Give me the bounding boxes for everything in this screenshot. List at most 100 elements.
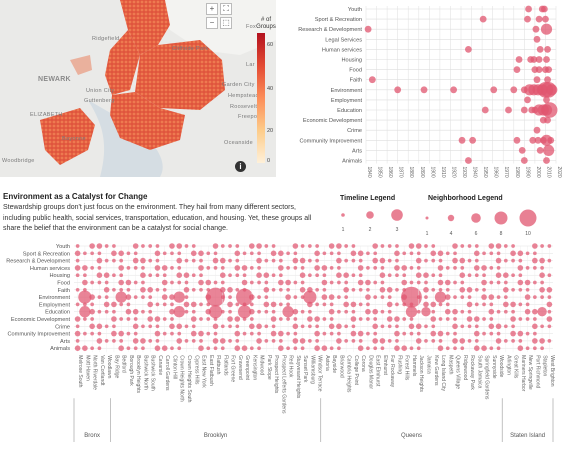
neighborhood-point [437, 345, 444, 351]
neighborhood-point [249, 302, 254, 307]
neighborhood-point [366, 317, 370, 321]
neighborhood-point [184, 295, 189, 299]
neighborhood-point [518, 302, 523, 307]
neighborhood-point [118, 265, 124, 271]
neighborhood-point [285, 294, 291, 300]
timeline-category-label: Faith [350, 78, 362, 84]
neighborhood-point [220, 244, 225, 248]
timeline-category-label: Youth [348, 7, 362, 13]
neighborhood-point [503, 295, 508, 299]
neighborhood-point [286, 287, 290, 292]
neighborhood-point [525, 266, 530, 270]
neighborhood-point [125, 294, 132, 300]
neighborhood-point [74, 250, 81, 257]
neighborhood-point [133, 317, 138, 321]
neighborhood-point [271, 339, 276, 343]
neighborhood-point [459, 257, 466, 264]
neighborhood-point [321, 265, 328, 271]
neighborhood-point [503, 301, 509, 308]
neighborhood-point [228, 339, 232, 343]
neighborhood-point [495, 243, 502, 249]
neighborhood-point [547, 324, 552, 329]
neighborhood-point [386, 316, 393, 322]
neighborhood-point [533, 331, 537, 336]
neighborhood-point [532, 243, 538, 249]
neighborhood-point [249, 243, 255, 249]
neighborhood-point [220, 280, 225, 285]
neighborhood-point [337, 346, 341, 351]
neighborhood-point [155, 302, 160, 307]
neighborhood-point [293, 280, 298, 285]
neighborhood-point [190, 330, 197, 337]
neighborhood-point [205, 279, 212, 286]
neighborhood-point [524, 279, 531, 286]
timeline-x-tick-label: 1950 [482, 167, 488, 178]
neighborhood-point [234, 265, 241, 271]
neighborhood-point [270, 316, 277, 322]
neighborhood-point [401, 279, 408, 286]
timeline-point [534, 136, 542, 144]
map-canvas [0, 0, 276, 177]
colorbar-tick: 20 [267, 128, 274, 134]
minus-icon[interactable]: − [206, 17, 218, 29]
timeline-category-label: Legal Services [325, 37, 362, 43]
neighborhood-point [74, 345, 81, 351]
neighborhood-point [308, 258, 312, 263]
neighborhood-point [350, 330, 357, 337]
neighborhood-point [495, 338, 502, 344]
neighborhood-point [547, 339, 552, 343]
info-icon[interactable]: i [235, 161, 246, 172]
neighborhood-x-label: Park Slope [266, 355, 272, 380]
neighborhood-point [82, 265, 88, 271]
colorbar-tick: 60 [267, 42, 274, 48]
neighborhood-point [539, 338, 545, 344]
neighborhood-point [533, 295, 537, 299]
neighborhood-point [322, 287, 327, 292]
neighborhood-point [104, 280, 109, 285]
timeline-point [544, 116, 551, 124]
neighborhood-point [90, 266, 94, 270]
timeline-x-tick-label: 1860 [387, 167, 393, 178]
neighborhood-point [496, 280, 501, 285]
neighborhood-point [299, 338, 306, 344]
neighborhood-point [358, 317, 363, 321]
map-label-newark: NEWARK [38, 76, 71, 83]
neighborhood-point [394, 250, 400, 257]
neighborhood-point [148, 309, 153, 314]
neighborhood-point [148, 339, 153, 343]
neighborhood-point [416, 251, 421, 256]
neighborhood-point [481, 265, 487, 271]
borough-map[interactable]: NEWARK ELIZABETH Bayonne Woodbridge Ridg… [0, 0, 276, 177]
neighborhood-point [409, 317, 414, 321]
neighborhood-point [75, 244, 80, 248]
neighborhood-point [235, 244, 240, 248]
neighborhood-point [219, 287, 226, 293]
neighborhood-point [503, 309, 508, 314]
neighborhood-x-label: Port Richmond [534, 355, 540, 388]
select-icon[interactable]: ⬚ [220, 17, 232, 29]
neighborhood-point [257, 266, 261, 270]
neighborhood-point [415, 243, 422, 249]
neighborhood-point [307, 316, 313, 322]
neighborhood-point [496, 295, 501, 299]
timeline-category-label: Research & Development [298, 27, 362, 33]
plus-icon[interactable]: + [206, 3, 218, 15]
neighborhood-point [489, 317, 494, 321]
neighborhood-point [445, 266, 450, 270]
neighborhood-point [118, 279, 124, 286]
neighborhood-point [337, 280, 341, 285]
neighborhood-point [278, 339, 283, 343]
neighborhood-point [444, 279, 451, 286]
neighborhood-point [308, 339, 312, 343]
neighborhood-point [126, 302, 131, 307]
neighborhood-point [357, 265, 364, 271]
neighborhood-category-label: Research & Development [6, 259, 70, 265]
neighborhood-point [264, 339, 269, 343]
neighborhood-point [191, 258, 196, 263]
neighborhood-point [242, 251, 247, 256]
fullscreen-icon[interactable]: ⛶ [220, 3, 232, 15]
neighborhood-point [213, 266, 218, 270]
neighborhood-point [237, 305, 252, 319]
neighborhood-point [271, 309, 276, 314]
neighborhood-point [308, 244, 312, 248]
